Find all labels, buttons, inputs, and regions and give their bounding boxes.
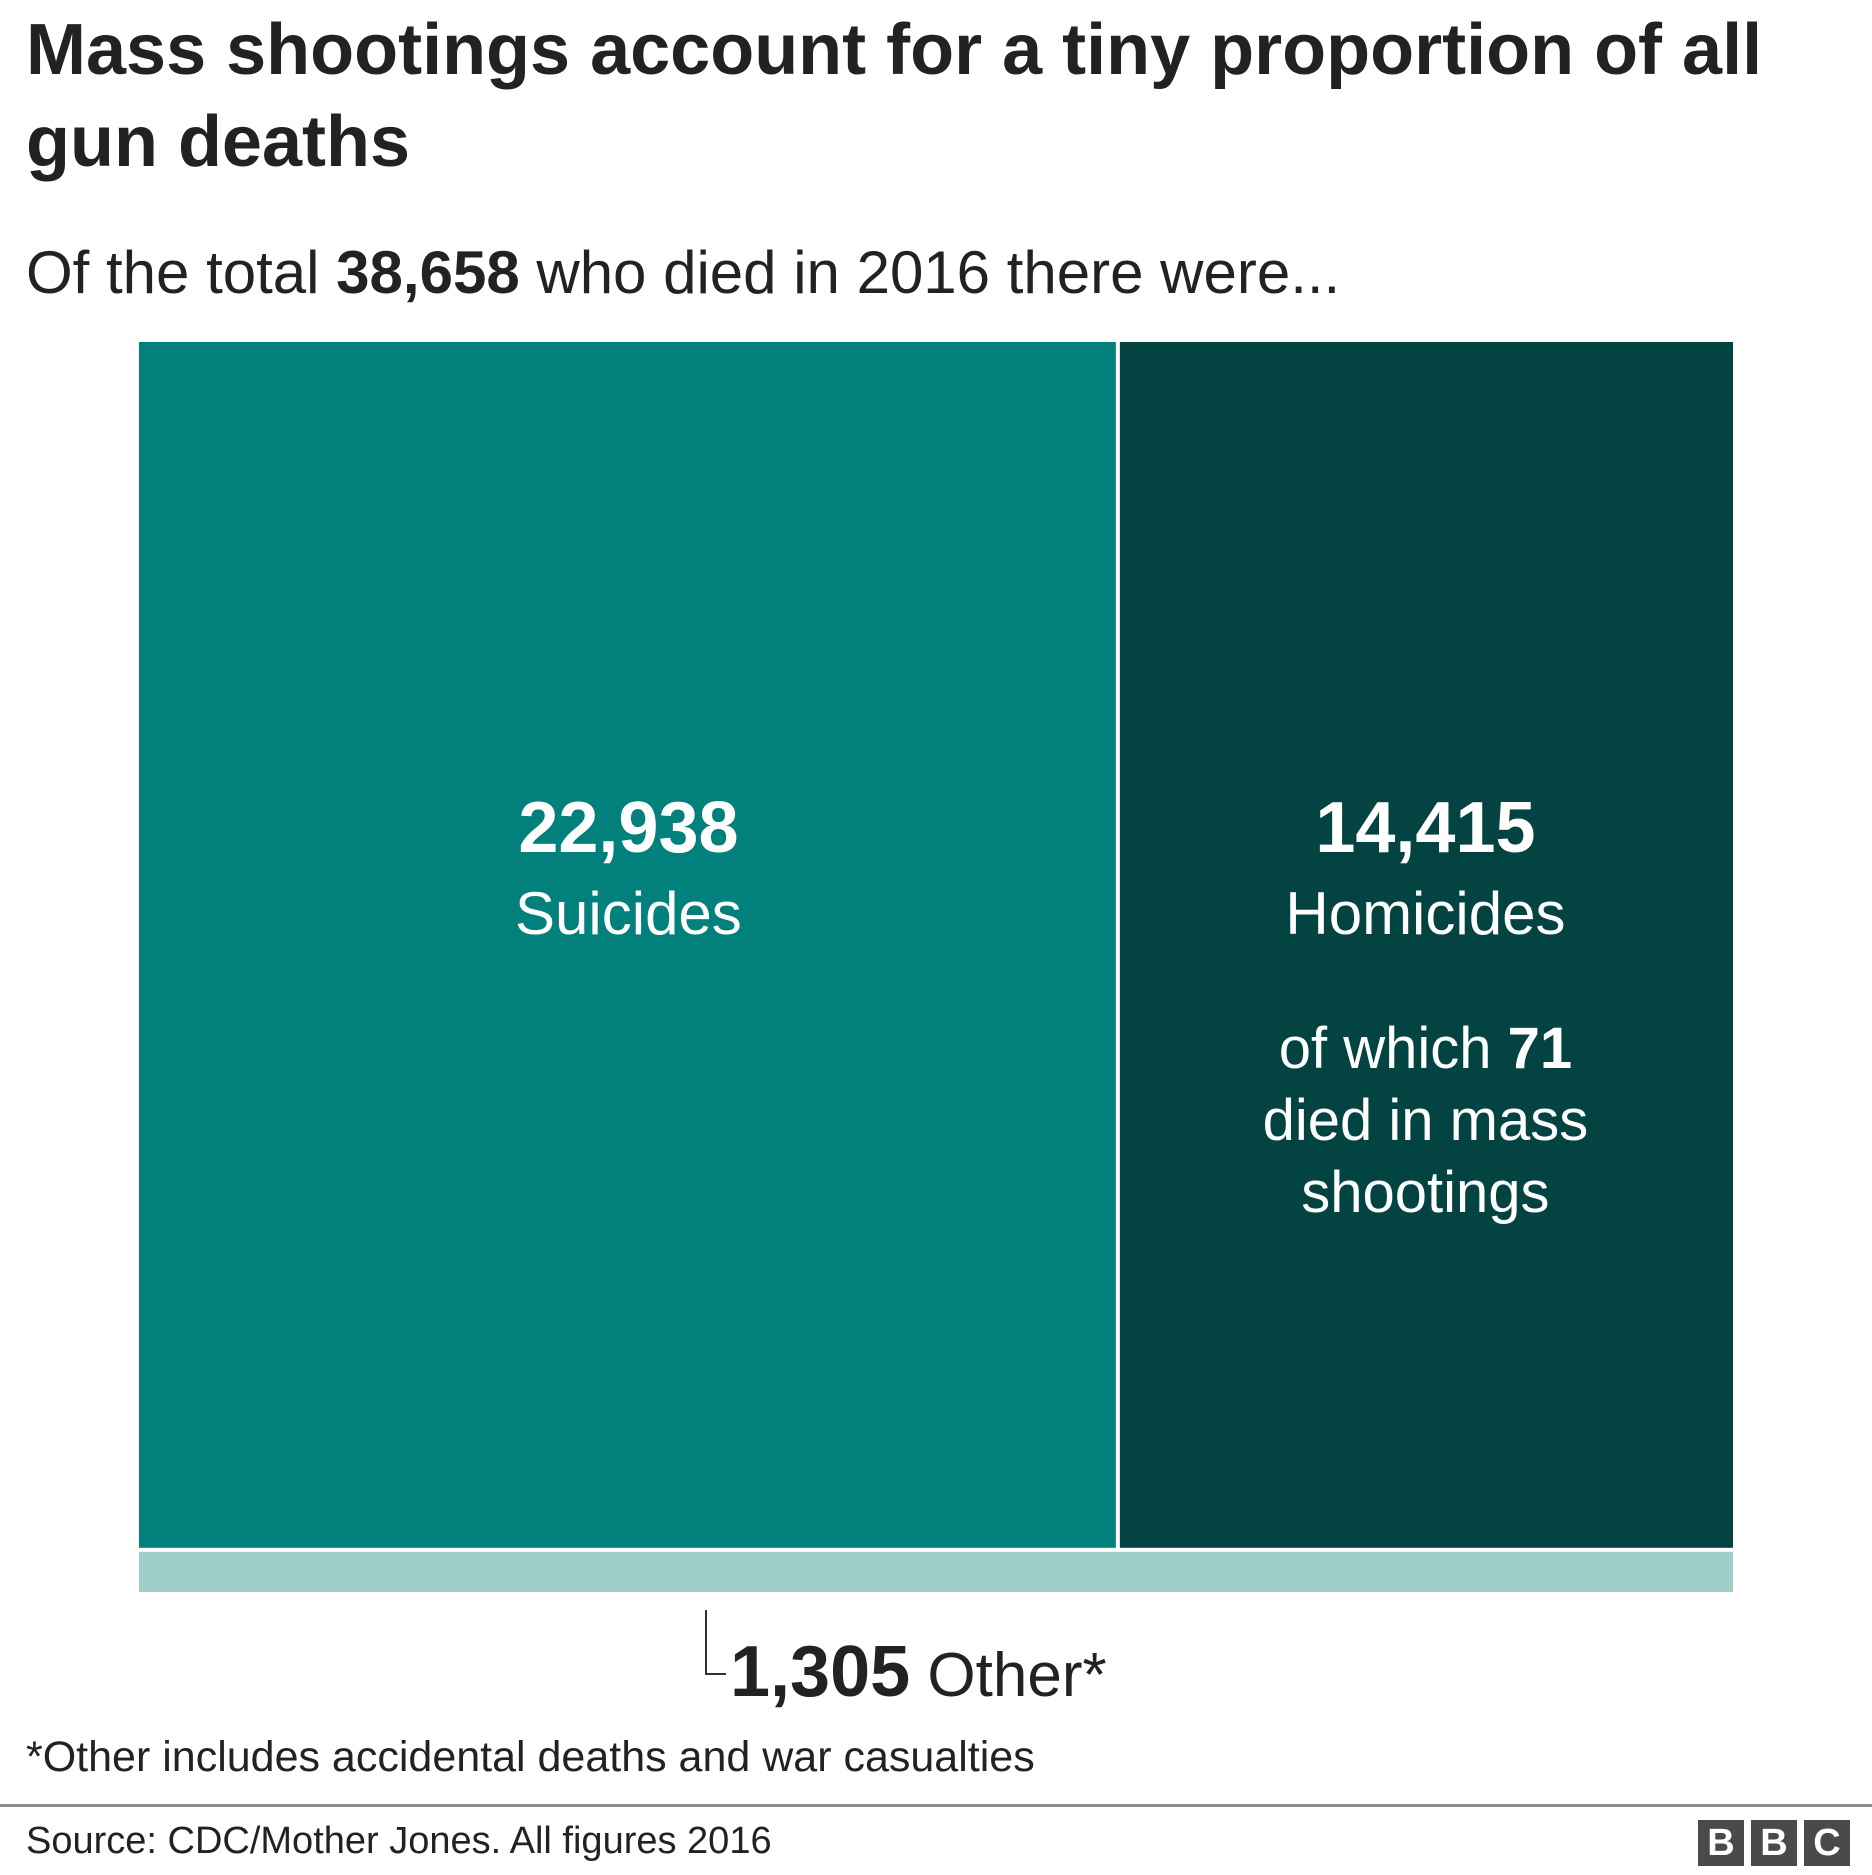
bbc-logo: B B C [1698, 1820, 1850, 1866]
logo-letter: B [1698, 1820, 1744, 1866]
mass-shootings-line: died in mass [1263, 1088, 1589, 1153]
chart-title: Mass shootings account for a tiny propor… [26, 10, 1763, 182]
logo-letter: C [1804, 1820, 1850, 1866]
homicides-block [1119, 342, 1733, 1548]
source-note: Source: CDC/Mother Jones. All figures 20… [26, 1820, 772, 1862]
suicides-block [139, 342, 1116, 1548]
mass-shootings-line: shootings [1301, 1160, 1549, 1225]
footnote: *Other includes accidental deaths and wa… [26, 1733, 1035, 1781]
divider [0, 1804, 1872, 1807]
chart-subtitle: Of the total 38,658 who died in 2016 the… [26, 238, 1340, 308]
other-leader-line [705, 1610, 726, 1675]
subtitle-prefix: Of the total [26, 239, 337, 306]
logo-letter: B [1751, 1820, 1797, 1866]
homicides-label: Homicides [1285, 880, 1565, 947]
subtitle-total: 38,658 [336, 239, 520, 306]
mass-shootings-line: of which 71 [1279, 1016, 1572, 1081]
suicides-value: 22,938 [518, 788, 738, 868]
other-label: 1,305 Other* [730, 1632, 1107, 1712]
suicides-label: Suicides [515, 880, 742, 947]
other-block [139, 1551, 1733, 1592]
subtitle-suffix: who died in 2016 there were... [519, 239, 1341, 306]
homicides-value: 14,415 [1315, 788, 1535, 868]
treemap-chart: 22,938 Suicides 14,415 Homicides of which 71… [139, 342, 1733, 1712]
